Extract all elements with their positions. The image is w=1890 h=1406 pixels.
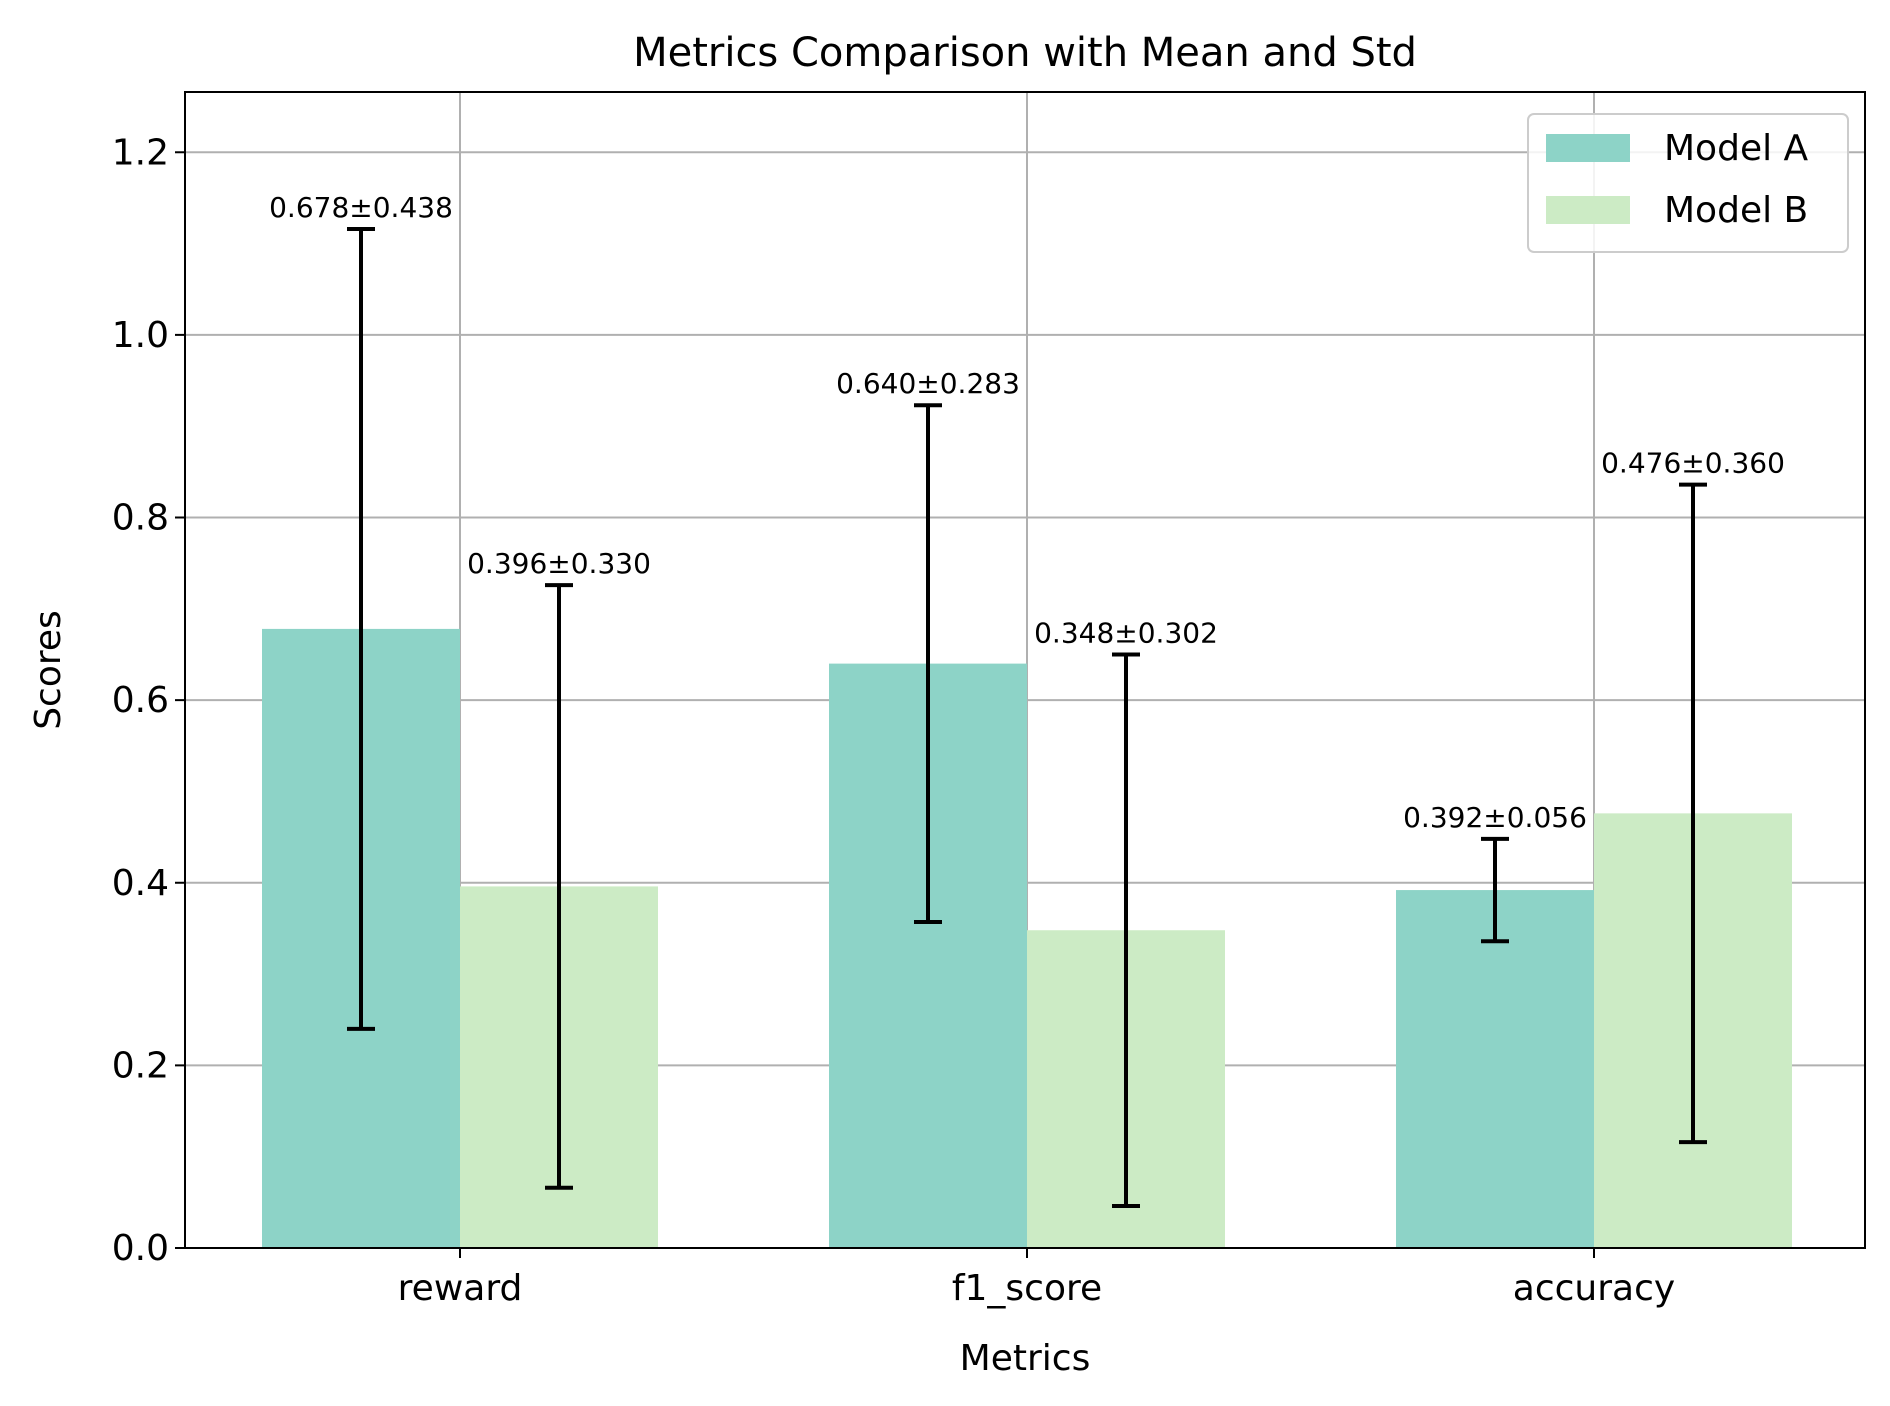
y-tick-label: 1.2 bbox=[112, 132, 169, 173]
data-label: 0.476±0.360 bbox=[1601, 447, 1785, 480]
x-axis-title: Metrics bbox=[960, 1338, 1091, 1379]
legend: Model A Model B bbox=[1527, 113, 1849, 253]
bar bbox=[1396, 890, 1594, 1248]
legend-swatch bbox=[1546, 196, 1630, 224]
legend-label: Model A bbox=[1664, 128, 1809, 169]
y-tick-label: 0.2 bbox=[112, 1045, 169, 1086]
y-tick-label: 0.0 bbox=[112, 1228, 169, 1269]
x-tick-label: accuracy bbox=[1513, 1268, 1675, 1309]
legend-label: Model B bbox=[1664, 190, 1808, 231]
data-label: 0.348±0.302 bbox=[1034, 616, 1218, 649]
y-tick-label: 1.0 bbox=[112, 315, 169, 356]
error-bars bbox=[347, 226, 1707, 1208]
y-tick-label: 0.4 bbox=[112, 863, 169, 904]
data-label: 0.678±0.438 bbox=[269, 191, 453, 224]
plot-frame bbox=[184, 91, 1866, 1249]
data-label: 0.396±0.330 bbox=[467, 547, 651, 580]
legend-swatch bbox=[1546, 134, 1630, 162]
y-tick-label: 0.6 bbox=[112, 680, 169, 721]
data-label: 0.392±0.056 bbox=[1403, 801, 1587, 834]
data-labels: 0.678±0.438 0.640±0.283 0.392±0.056 0.396±0… bbox=[269, 191, 1785, 834]
bars bbox=[262, 628, 1792, 1248]
x-axis: reward f1_score accuracy bbox=[398, 1248, 1675, 1309]
x-tick-label: f1_score bbox=[952, 1268, 1102, 1309]
y-axis-title: Scores bbox=[28, 610, 69, 730]
chart-title: Metrics Comparison with Mean and Std bbox=[633, 30, 1417, 76]
data-label: 0.640±0.283 bbox=[836, 367, 1020, 400]
y-axis: 0.0 0.2 0.4 0.6 0.8 1.0 1.2 bbox=[112, 132, 185, 1269]
y-tick-label: 0.8 bbox=[112, 498, 169, 539]
x-tick-label: reward bbox=[398, 1268, 523, 1309]
